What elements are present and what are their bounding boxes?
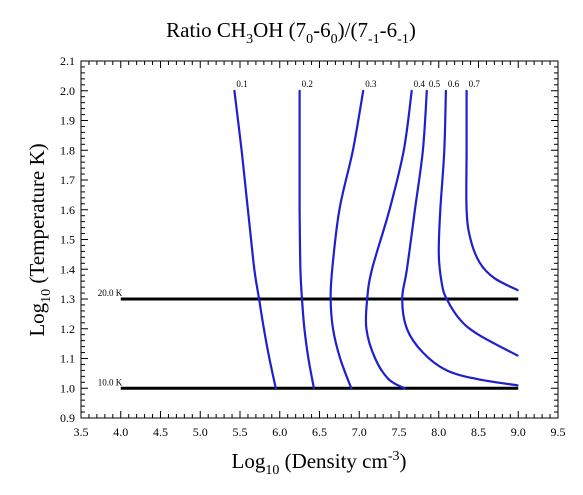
- y-tick-label: 1.5: [60, 233, 75, 247]
- y-tick-label: 1.6: [60, 203, 75, 217]
- y-tick-label: 1.7: [60, 173, 75, 187]
- contour-line: [233, 89, 277, 390]
- y-tick-label: 2.0: [60, 84, 75, 98]
- y-tick-label: 1.4: [60, 262, 75, 276]
- contour-label: 0.2: [302, 79, 313, 89]
- x-axis-title: Log10 (Density cm-3): [232, 449, 407, 478]
- contour-line: [298, 89, 315, 390]
- contour-label: 0.6: [448, 79, 460, 89]
- contour-label: 0.1: [236, 79, 247, 89]
- reference-line-label: 20.0 K: [98, 288, 123, 298]
- contour-lines: 0.1 0.2 0.3 0.4 0.5 0.6 0.7: [233, 79, 519, 390]
- x-tick-label: 7.0: [352, 425, 367, 439]
- y-tick-label: 1.9: [60, 114, 75, 128]
- x-tick-label: 5.0: [193, 425, 208, 439]
- x-tick-label: 7.5: [392, 425, 407, 439]
- plot-frame: [80, 60, 559, 419]
- y-tick-label: 1.0: [60, 381, 75, 395]
- x-tick-label: 6.0: [272, 425, 287, 439]
- contour-label: 0.7: [469, 79, 481, 89]
- contour-label: 0.3: [365, 79, 377, 89]
- y-tick-label: 0.9: [60, 411, 75, 425]
- x-tick-label: 4.0: [113, 425, 128, 439]
- contour-label: 0.4: [414, 79, 426, 89]
- x-tick-label: 3.5: [74, 425, 89, 439]
- reference-line-label: 10.0 K: [98, 377, 123, 387]
- contour-line: [401, 89, 519, 387]
- x-tick-label: 6.5: [312, 425, 327, 439]
- y-tick-label: 2.1: [60, 54, 75, 68]
- y-tick-label: 1.8: [60, 143, 75, 157]
- y-tick-label: 1.3: [60, 292, 75, 306]
- x-tick-label: 9.0: [511, 425, 526, 439]
- chart-title: Ratio CH3OH (70-60)/(7-1-6-1): [166, 18, 416, 47]
- y-tick-label: 1.2: [60, 322, 75, 336]
- contour-line: [465, 89, 519, 292]
- contour-label: 0.5: [429, 79, 441, 89]
- x-tick-label: 9.5: [551, 425, 566, 439]
- x-tick-label: 8.5: [471, 425, 486, 439]
- y-tick-label: 1.1: [60, 352, 75, 366]
- contour-line: [364, 89, 413, 390]
- axis-ticks: 3.5 4.0 4.5 5.0 5.5 6.0 6.5 7.0 7.5 8.0 8.5 9.0 9.5 0…: [60, 54, 566, 439]
- x-tick-label: 8.0: [431, 425, 446, 439]
- reference-lines: 20.0 K 10.0 K: [98, 288, 519, 390]
- x-tick-label: 5.5: [233, 425, 248, 439]
- contour-line: [329, 89, 365, 390]
- x-tick-label: 4.5: [153, 425, 168, 439]
- y-axis-title: Log10 (Temperature K): [25, 143, 54, 336]
- contour-line: [437, 89, 519, 357]
